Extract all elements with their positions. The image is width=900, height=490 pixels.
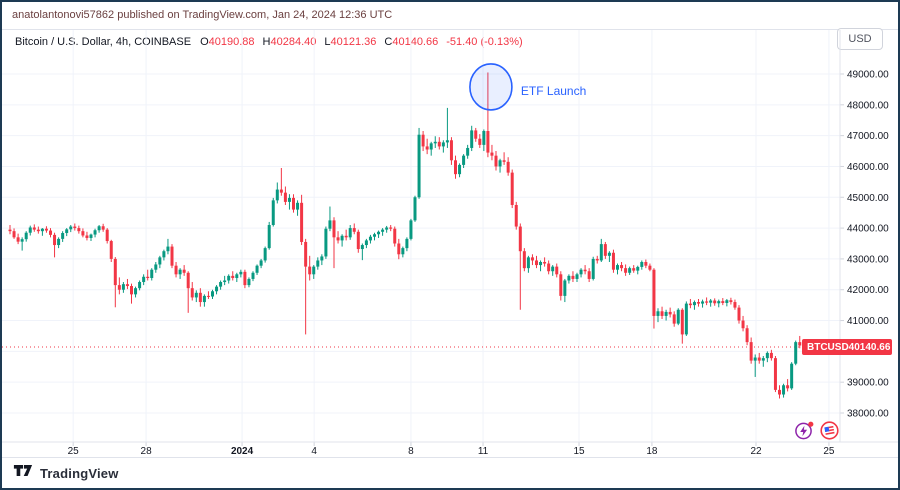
svg-text:ETF Launch: ETF Launch [521, 84, 586, 98]
badge-price: 40140.66 [848, 341, 891, 353]
svg-text:42000.00: 42000.00 [847, 285, 889, 296]
svg-text:44000.00: 44000.00 [847, 224, 889, 235]
svg-text:45000.00: 45000.00 [847, 193, 889, 204]
change-value: -51.40 (-0.13%) [446, 36, 523, 48]
svg-text:41000.00: 41000.00 [847, 316, 889, 327]
us-flag-event-icon[interactable] [819, 420, 840, 441]
svg-text:4: 4 [311, 446, 317, 457]
svg-text:39000.00: 39000.00 [847, 378, 889, 389]
svg-text:38000.00: 38000.00 [847, 409, 889, 420]
tradingview-logo-icon[interactable] [13, 464, 33, 482]
svg-text:43000.00: 43000.00 [847, 254, 889, 265]
svg-text:49000.00: 49000.00 [847, 70, 889, 81]
symbol-info-bar: Bitcoin / U.S. Dollar, 4h, COINBASE O401… [15, 33, 523, 51]
svg-text:18: 18 [646, 446, 658, 457]
currency-usd-button[interactable]: USD [837, 28, 883, 50]
ohlc-values: O40190.88 H40284.40 L40121.36 C40140.66 … [200, 36, 523, 48]
svg-text:15: 15 [573, 446, 585, 457]
svg-text:47000.00: 47000.00 [847, 131, 889, 142]
timeline-event-icons [794, 420, 840, 441]
open-value: O40190.88 [200, 36, 255, 48]
svg-text:11: 11 [478, 446, 489, 457]
tradingview-brand-text[interactable]: TradingView [40, 465, 119, 481]
lightning-event-icon[interactable] [794, 420, 815, 441]
svg-text:28: 28 [141, 446, 153, 457]
svg-text:2024: 2024 [231, 446, 254, 457]
badge-symbol: BTCUSD [807, 341, 849, 353]
svg-text:8: 8 [408, 446, 414, 457]
svg-text:48000.00: 48000.00 [847, 100, 889, 111]
symbol-title: Bitcoin / U.S. Dollar, 4h, COINBASE [15, 36, 192, 48]
footer-bar: TradingView [2, 457, 898, 488]
svg-text:25: 25 [68, 446, 80, 457]
svg-text:46000.00: 46000.00 [847, 162, 889, 173]
low-value: L40121.36 [324, 36, 377, 48]
high-value: H40284.40 [262, 36, 317, 48]
svg-text:25: 25 [823, 446, 835, 457]
close-value: C40140.66 [384, 36, 439, 48]
last-price-axis-badge: BTCUSD 40140.66 [802, 339, 892, 356]
svg-text:22: 22 [750, 446, 762, 457]
published-header: anatolantonovi57862 published on Trading… [2, 2, 898, 30]
